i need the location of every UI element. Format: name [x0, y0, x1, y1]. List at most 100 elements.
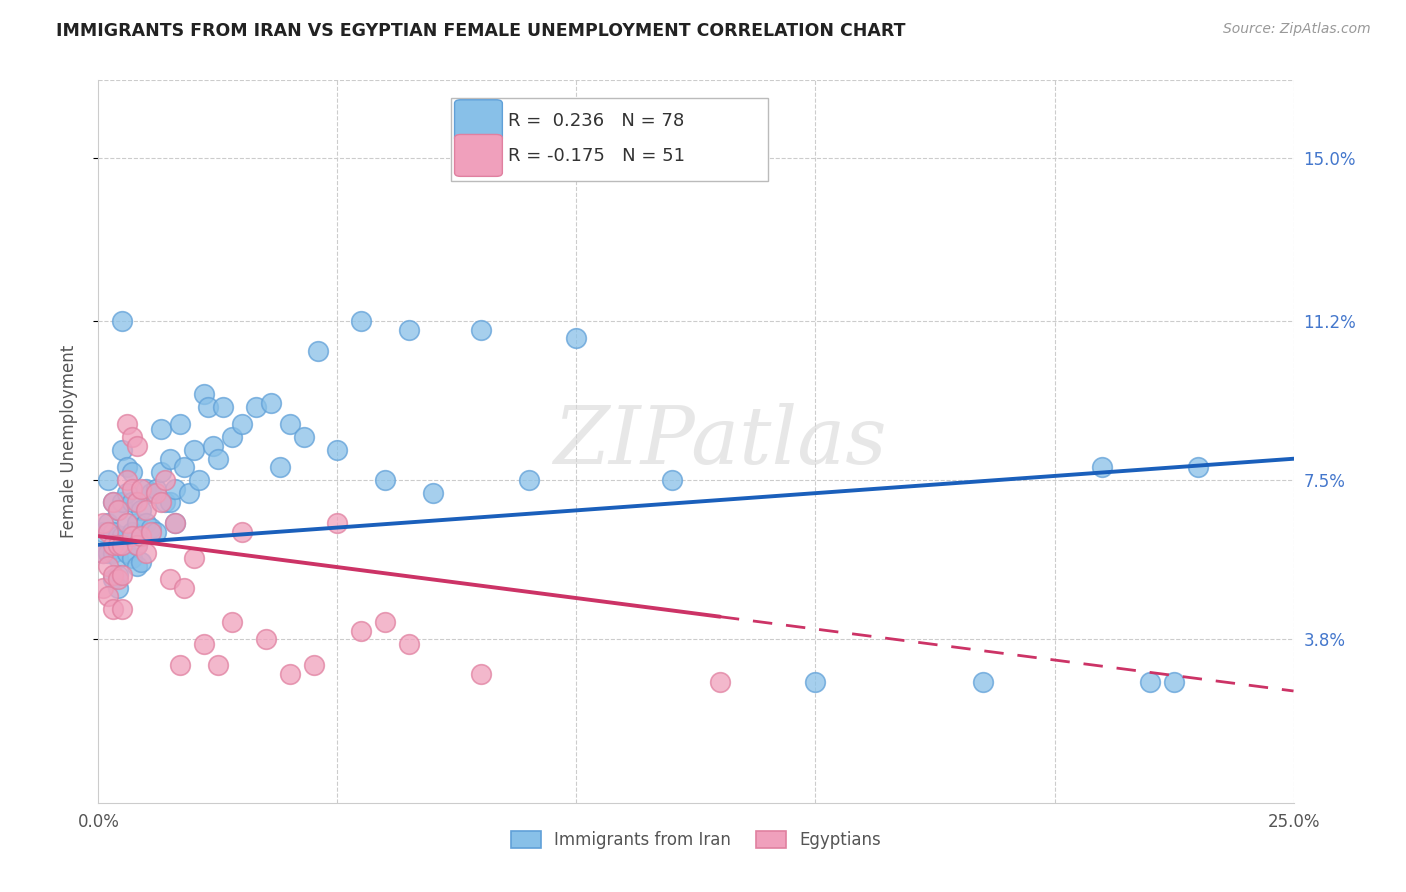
Point — [145, 486, 167, 500]
Point — [183, 443, 205, 458]
Point — [131, 503, 153, 517]
Point — [91, 546, 114, 560]
Point — [470, 666, 492, 681]
FancyBboxPatch shape — [451, 98, 768, 181]
Point — [101, 546, 124, 560]
Point — [159, 572, 181, 586]
Point — [211, 400, 233, 414]
Point — [121, 494, 143, 508]
Point — [145, 482, 167, 496]
Point — [135, 482, 157, 496]
Point — [101, 538, 124, 552]
Text: ZIPatlas: ZIPatlas — [553, 403, 887, 480]
Point — [398, 637, 420, 651]
Point — [804, 675, 827, 690]
Text: R = -0.175   N = 51: R = -0.175 N = 51 — [509, 147, 685, 165]
Point — [173, 581, 195, 595]
Point — [350, 314, 373, 328]
Point — [139, 524, 162, 539]
Point — [193, 387, 215, 401]
Point — [97, 590, 120, 604]
Point — [1091, 460, 1114, 475]
Point — [159, 451, 181, 466]
Point — [111, 602, 134, 616]
Point — [183, 550, 205, 565]
Point — [169, 658, 191, 673]
Point — [107, 550, 129, 565]
Point — [97, 524, 120, 539]
Point — [187, 473, 209, 487]
Point — [565, 331, 588, 345]
Point — [163, 482, 186, 496]
Point — [111, 529, 134, 543]
Point — [121, 465, 143, 479]
Point — [292, 430, 315, 444]
Point — [115, 486, 138, 500]
Point — [169, 417, 191, 432]
Point — [145, 524, 167, 539]
Point — [111, 494, 134, 508]
Point — [125, 494, 148, 508]
Point — [115, 516, 138, 531]
Point — [207, 451, 229, 466]
Point — [91, 524, 114, 539]
Point — [111, 314, 134, 328]
Point — [101, 602, 124, 616]
Point — [661, 473, 683, 487]
Point — [111, 567, 134, 582]
Point — [326, 516, 349, 531]
Point — [115, 417, 138, 432]
Point — [107, 503, 129, 517]
Point — [115, 546, 138, 560]
FancyBboxPatch shape — [454, 135, 502, 177]
Point — [115, 460, 138, 475]
Text: R =  0.236   N = 78: R = 0.236 N = 78 — [509, 112, 685, 130]
Point — [221, 615, 243, 630]
Point — [350, 624, 373, 638]
Point — [307, 344, 329, 359]
Point — [97, 546, 120, 560]
Point — [1163, 675, 1185, 690]
Point — [107, 503, 129, 517]
Point — [115, 473, 138, 487]
Legend: Immigrants from Iran, Egyptians: Immigrants from Iran, Egyptians — [505, 824, 887, 856]
Point — [245, 400, 267, 414]
Point — [121, 529, 143, 543]
Point — [111, 443, 134, 458]
Point — [470, 323, 492, 337]
Point — [131, 482, 153, 496]
Point — [163, 516, 186, 531]
Point — [149, 422, 172, 436]
Point — [131, 529, 153, 543]
Point — [97, 516, 120, 531]
Point — [101, 567, 124, 582]
Point — [139, 520, 162, 534]
Point — [135, 503, 157, 517]
Point — [202, 439, 225, 453]
Point — [91, 546, 114, 560]
Point — [131, 529, 153, 543]
Point — [326, 443, 349, 458]
Point — [115, 516, 138, 531]
Point — [121, 550, 143, 565]
Point — [101, 494, 124, 508]
Point — [107, 572, 129, 586]
Point — [302, 658, 325, 673]
Point — [231, 524, 253, 539]
Point — [91, 581, 114, 595]
Point — [125, 538, 148, 552]
Point — [107, 581, 129, 595]
Point — [163, 516, 186, 531]
Point — [374, 473, 396, 487]
Text: Source: ZipAtlas.com: Source: ZipAtlas.com — [1223, 22, 1371, 37]
Point — [254, 632, 277, 647]
Point — [1139, 675, 1161, 690]
Point — [121, 524, 143, 539]
Point — [173, 460, 195, 475]
Point — [207, 658, 229, 673]
Point — [269, 460, 291, 475]
Y-axis label: Female Unemployment: Female Unemployment — [59, 345, 77, 538]
Point — [139, 486, 162, 500]
Point — [278, 666, 301, 681]
Point — [278, 417, 301, 432]
